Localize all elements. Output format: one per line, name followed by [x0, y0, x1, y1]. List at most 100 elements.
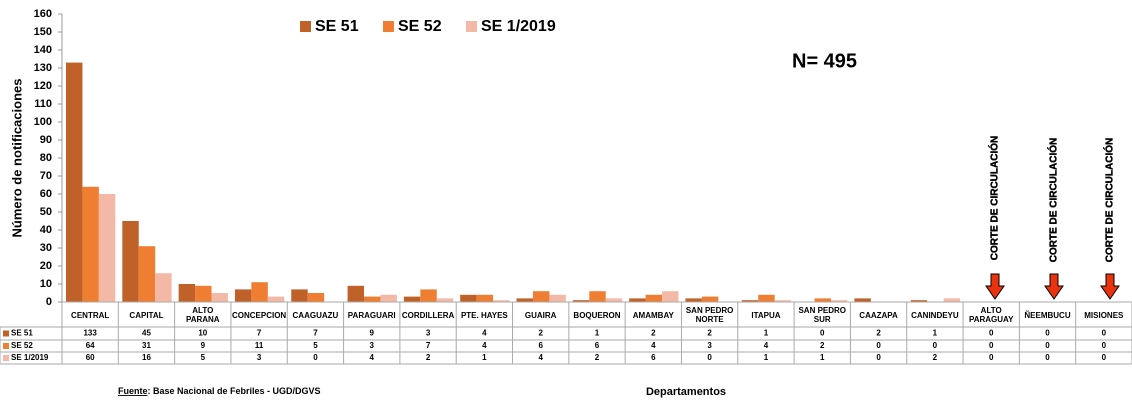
x-tick-label: CONCEPCION	[231, 310, 287, 320]
table-value: 6	[538, 341, 543, 350]
table-value: 0	[313, 353, 318, 362]
bar	[629, 298, 646, 302]
legend-swatch	[3, 355, 9, 361]
table-value: 3	[426, 329, 431, 338]
table-value: 133	[83, 329, 97, 338]
annotation-text: CORTE DE CIRCULACIÓN	[1103, 138, 1116, 262]
table-value: 1	[820, 353, 825, 362]
table-value: 4	[482, 329, 487, 338]
bar	[98, 194, 116, 302]
x-tick-label: ITAPUA	[751, 310, 781, 320]
table-value: 2	[651, 329, 656, 338]
bar	[589, 291, 606, 302]
category-cell: ALTO PARAGUAY	[969, 306, 1013, 324]
table-value: 16	[142, 353, 151, 362]
bar	[195, 285, 212, 302]
annotation: CORTE DE CIRCULACIÓN	[1044, 138, 1064, 300]
y-tick-label: 10	[40, 278, 52, 290]
table-value: 64	[86, 341, 95, 350]
table-value: 0	[989, 329, 994, 338]
table-value: 2	[538, 329, 543, 338]
x-tick-label: CORDILLERA	[401, 310, 455, 320]
table-value: 0	[1102, 329, 1107, 338]
category-cell: SAN PEDRO NORTE	[686, 306, 734, 324]
row-label: SE 51	[11, 329, 33, 338]
bar	[701, 296, 719, 302]
bar	[364, 296, 381, 302]
table-value: 4	[538, 353, 543, 362]
table-value: 9	[370, 329, 375, 338]
annotation: CORTE DE CIRCULACIÓN	[1100, 138, 1120, 300]
table-value: 7	[426, 341, 431, 350]
category-cell: SAN PEDRO SUR	[798, 306, 847, 324]
table-value: 0	[989, 353, 994, 362]
source: Fuente: Base Nacional de Febriles - UGD/…	[118, 386, 321, 396]
table-value: 0	[1045, 329, 1050, 338]
table-value: 2	[707, 329, 712, 338]
table-value: 0	[1102, 341, 1107, 350]
category-cell: CANINDEYU	[911, 310, 959, 320]
table-value: 0	[1045, 353, 1050, 362]
y-tick-label: 40	[40, 224, 52, 236]
legend-label: SE 52	[398, 18, 442, 35]
table-value: 0	[820, 329, 825, 338]
bar	[460, 294, 477, 302]
x-tick-label: AMAMBAY	[632, 310, 674, 320]
table-value: 0	[707, 353, 712, 362]
table-value: 4	[764, 341, 769, 350]
bar	[291, 289, 308, 302]
table-value: 3	[707, 341, 712, 350]
table-value: 7	[313, 329, 318, 338]
bar	[532, 291, 550, 302]
bar	[347, 285, 365, 302]
category-cell: MISIONES	[1084, 310, 1124, 320]
bar	[420, 289, 437, 302]
bar	[155, 273, 172, 302]
legend-swatch	[383, 21, 394, 32]
y-tick-label: 120	[34, 80, 52, 92]
bar	[774, 300, 792, 302]
x-tick-label: CANINDEYU	[911, 310, 959, 320]
arrow	[1100, 273, 1120, 300]
legend-label: SE 1/2019	[481, 18, 556, 35]
y-tick-label: 150	[34, 26, 52, 38]
row-label: SE 52	[11, 341, 33, 350]
table-value: 4	[651, 341, 656, 350]
bar	[380, 294, 397, 302]
table-value: 2	[426, 353, 431, 362]
category-cell: AMAMBAY	[632, 310, 674, 320]
bar	[605, 298, 623, 302]
legend-swatch	[3, 330, 9, 337]
category-cell: CAAGUAZU	[293, 311, 339, 320]
category-cell: CAPITAL	[129, 310, 164, 320]
legend-label: SE 51	[315, 18, 359, 35]
x-tick-label: CENTRAL	[71, 310, 110, 320]
x-tick-label: SAN PEDRO SUR	[798, 306, 847, 324]
table-value: 3	[370, 341, 375, 350]
table-value: 2	[933, 353, 938, 362]
table-value: 4	[482, 341, 487, 350]
y-tick-label: 50	[40, 206, 52, 218]
bar	[251, 282, 268, 302]
category-cell: BOQUERON	[573, 310, 621, 320]
table-value: 5	[201, 353, 206, 362]
table-value: 5	[313, 341, 318, 350]
x-tick-label: CAPITAL	[129, 310, 164, 320]
bar	[741, 300, 759, 302]
bar	[66, 62, 83, 302]
table-value: 11	[255, 341, 264, 350]
x-tick-label: ALTO PARANA	[185, 306, 220, 324]
y-tick-label: 160	[34, 8, 52, 20]
y-tick-label: 70	[40, 170, 52, 182]
x-tick-label: BOQUERON	[573, 310, 621, 320]
y-tick-label: 20	[40, 260, 52, 272]
y-tick-label: 80	[40, 152, 52, 164]
category-cell: ITAPUA	[751, 310, 781, 320]
category-cell: CENTRAL	[71, 310, 110, 320]
bar	[758, 294, 775, 302]
x-tick-label: MISIONES	[1084, 310, 1124, 320]
table-value: 1	[933, 329, 938, 338]
y-tick-label: 100	[34, 116, 52, 128]
y-tick-label: 90	[40, 134, 52, 146]
